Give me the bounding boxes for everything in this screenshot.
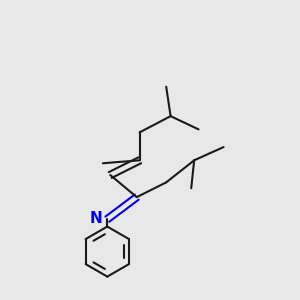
Text: N: N bbox=[90, 211, 103, 226]
